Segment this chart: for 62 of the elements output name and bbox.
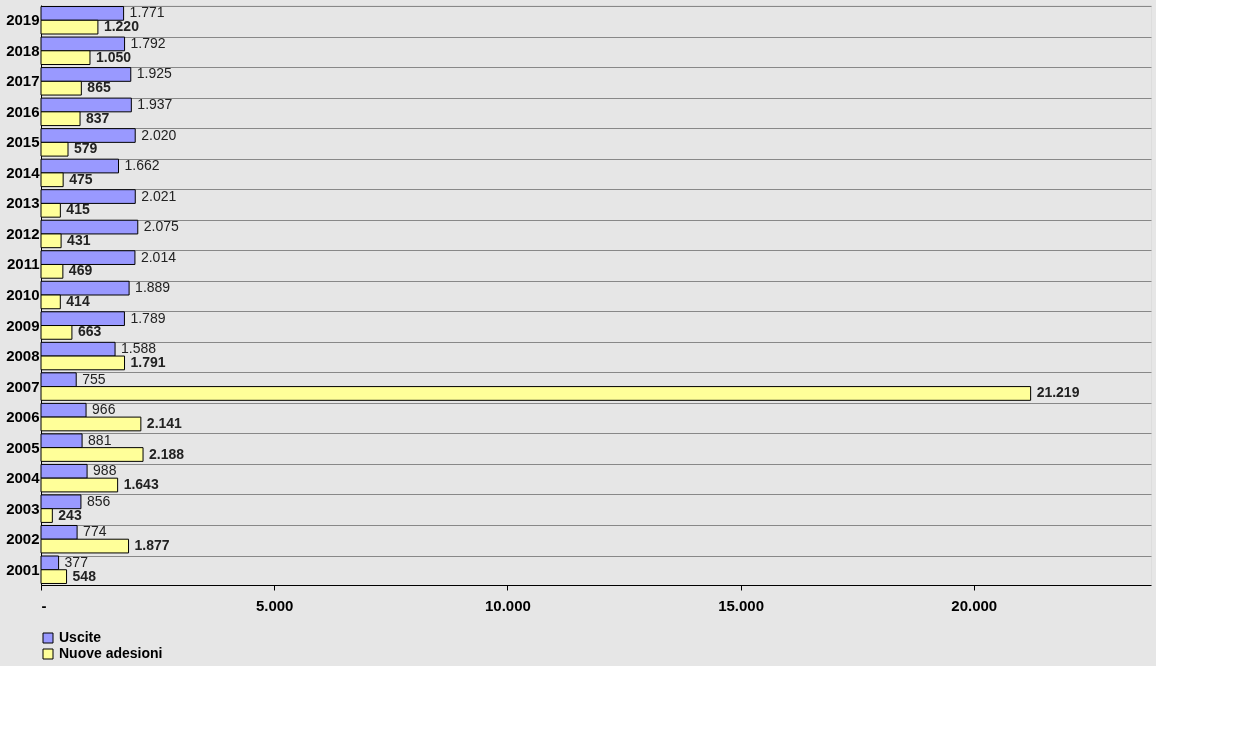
x-tick-label: 15.000 (718, 596, 765, 614)
data-label: 837 (86, 109, 110, 126)
y-tick-label: 2016 (6, 102, 40, 120)
data-label: 579 (74, 140, 98, 157)
data-label: 1.937 (137, 95, 173, 112)
legend-label: Uscite (59, 629, 102, 645)
y-tick-label: 2018 (6, 41, 40, 59)
x-tick-label: 20.000 (951, 596, 998, 614)
y-tick-label: 2006 (6, 408, 40, 426)
y-tick-label: 2013 (6, 194, 40, 212)
data-label: 1.792 (130, 34, 166, 51)
y-tick-label: 2004 (6, 469, 41, 487)
data-label: 755 (82, 370, 106, 387)
data-label: 2.141 (146, 414, 183, 431)
data-label: 2.014 (140, 248, 177, 265)
data-label: 1.877 (134, 537, 170, 554)
data-label: 431 (67, 231, 91, 248)
data-label: 1.662 (124, 157, 160, 174)
data-label: 415 (66, 201, 90, 218)
y-tick-label: 2012 (6, 224, 40, 242)
data-label: 377 (64, 553, 89, 570)
y-tick-label: 2017 (6, 72, 40, 90)
y-tick-label: 2011 (6, 255, 40, 273)
y-tick-label: 2014 (6, 163, 41, 181)
x-tick-label: 5.000 (255, 596, 294, 614)
data-label: 243 (58, 506, 82, 523)
y-tick-label: 2005 (6, 438, 40, 456)
data-label: 1.925 (136, 65, 173, 82)
y-tick-label: 2001 (6, 560, 40, 578)
data-label: 1.643 (123, 476, 159, 493)
data-label: 475 (69, 170, 93, 187)
y-tick-label: 2019 (6, 11, 40, 29)
data-label: 1.220 (103, 18, 140, 35)
data-label: 21.219 (1036, 384, 1080, 401)
data-label: 988 (93, 462, 117, 479)
y-tick-label: 2003 (6, 499, 40, 517)
y-tick-label: 2015 (6, 133, 40, 151)
data-label: 881 (88, 431, 112, 448)
data-label: 1.050 (95, 48, 132, 65)
y-tick-label: 2010 (6, 286, 40, 303)
data-label: 856 (86, 492, 111, 509)
data-label: 966 (92, 401, 116, 418)
y-tick-label: 2007 (6, 377, 40, 395)
data-label: 548 (72, 567, 97, 584)
data-label: 2.075 (143, 218, 180, 235)
data-label: 865 (87, 79, 111, 96)
data-label: 774 (83, 523, 107, 540)
data-label: 2.021 (141, 187, 177, 204)
y-tick-label: 2009 (6, 316, 40, 334)
data-label: 414 (66, 292, 90, 309)
y-tick-label: 2008 (6, 347, 40, 365)
x-tick-label: 10.000 (484, 596, 531, 614)
legend-label: Nuove adesioni (59, 645, 163, 661)
data-label: 469 (68, 262, 93, 279)
data-label: 1.771 (129, 4, 165, 21)
data-label: 2.020 (141, 126, 177, 143)
y-tick-label: 2002 (6, 530, 40, 548)
data-label: 1.889 (135, 279, 171, 296)
x-tick-label: - (41, 596, 47, 614)
data-label: 2.188 (149, 445, 185, 462)
data-label: 1.789 (130, 309, 166, 326)
data-label: 663 (77, 323, 102, 340)
